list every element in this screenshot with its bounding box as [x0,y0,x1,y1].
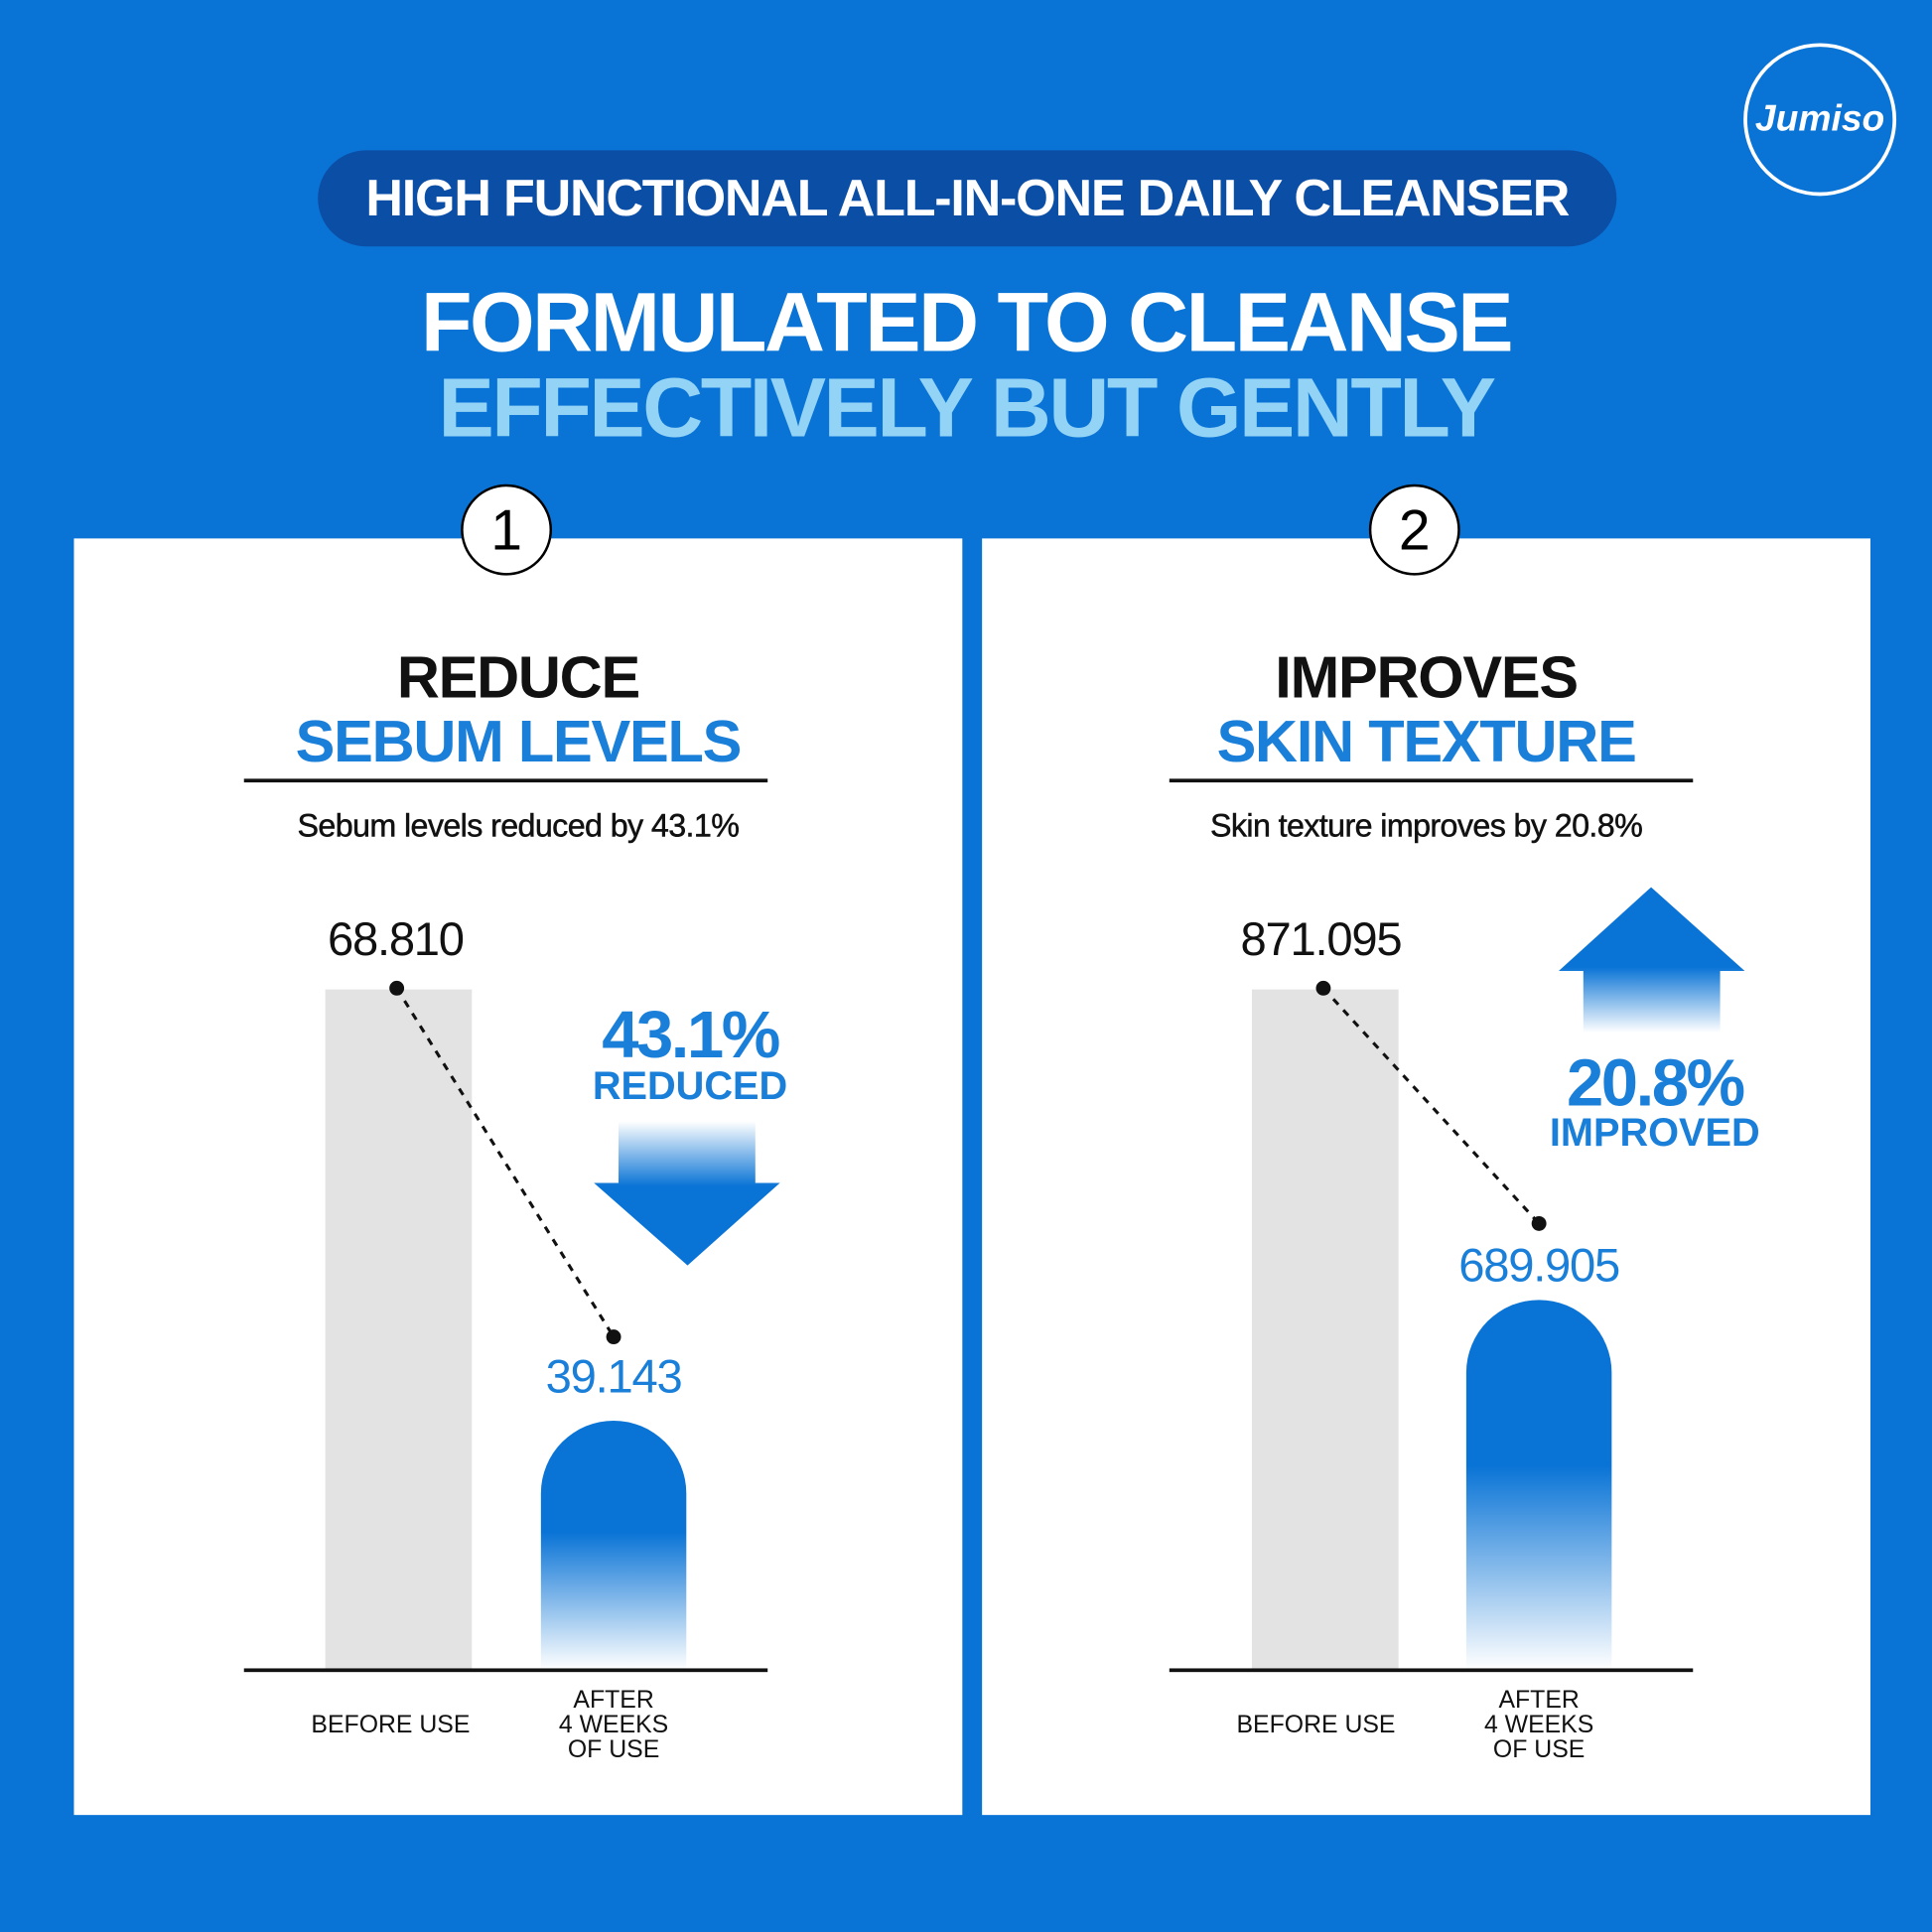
bar-before [325,989,473,1670]
panel-heading: IMPROVES [1275,645,1579,712]
before-point [1315,980,1331,996]
dashed-connector [395,987,616,1338]
x-label-after-line: 4 WEEKS [558,1711,669,1739]
divider [1169,778,1694,783]
panel-texture: 2 IMPROVES SKIN TEXTURE Skin texture imp… [982,483,1870,1816]
panel-heading: REDUCE [396,645,640,712]
bar-before [1251,989,1399,1670]
x-label-after-line: AFTER [573,1687,654,1715]
x-label-after-line: OF USE [567,1735,660,1764]
panel-subheading: SKIN TEXTURE [1216,709,1637,775]
logo-text: Jumiso [1754,98,1885,140]
divider [243,778,768,783]
before-value: 68.810 [327,913,465,967]
x-label-after-line: OF USE [1492,1735,1586,1764]
trend-line [1315,887,1745,1231]
after-point [606,1329,621,1345]
step-number: 2 [1368,483,1460,576]
panel-description: Sebum levels reduced by 43.1% [297,806,740,845]
panel-sebum: 1 REDUCE SEBUM LEVELS Sebum levels reduc… [73,483,963,1816]
trend-line [389,980,780,1345]
change-label: REDUCED [592,1063,788,1108]
after-point [1531,1215,1547,1231]
before-value: 871.095 [1240,913,1403,967]
panel-description: Skin texture improves by 20.8% [1209,806,1643,845]
before-point [389,980,405,996]
header-pill: HIGH FUNCTIONAL ALL-IN-ONE DAILY CLEANSE… [318,150,1617,247]
brand-logo: Jumiso [1743,43,1897,197]
panel-subheading: SEBUM LEVELS [295,709,743,775]
x-label-after-line: 4 WEEKS [1483,1711,1594,1739]
x-label-before: BEFORE USE [1236,1711,1396,1739]
after-value: 689.905 [1458,1240,1620,1293]
arrow-up-icon [1558,887,1745,1034]
arrow-down-icon [594,1121,780,1266]
change-value: 43.1% [602,998,780,1072]
after-value: 39.143 [545,1351,683,1404]
step-number: 1 [461,483,553,576]
x-label-after: AFTER 4 WEEKS OF USE [490,1688,737,1761]
bar-after [540,1420,687,1670]
page-title: FORMULATED TO CLEANSE [420,276,1514,370]
x-label-after-line: AFTER [1498,1687,1580,1715]
baseline [243,1668,768,1673]
change-value: 20.8% [1566,1045,1745,1121]
baseline [1169,1668,1694,1673]
bar-after [1465,1300,1612,1670]
page-subtitle: EFFECTIVELY BUT GENTLY [438,360,1496,455]
change-label: IMPROVED [1549,1110,1760,1155]
x-label-after: AFTER 4 WEEKS OF USE [1416,1688,1662,1761]
x-label-before: BEFORE USE [311,1711,471,1739]
